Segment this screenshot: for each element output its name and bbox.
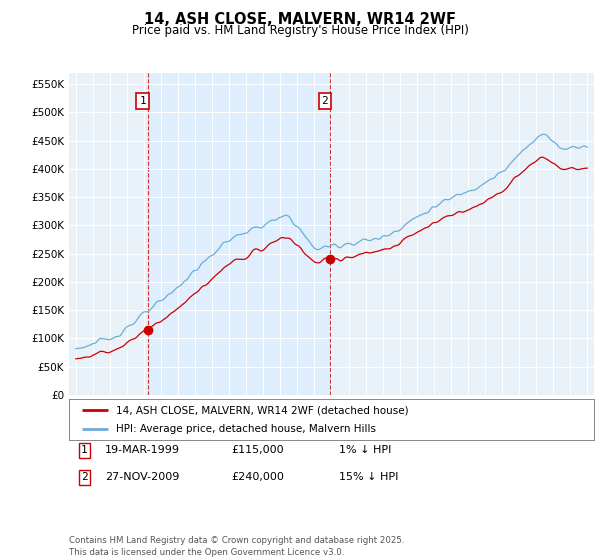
Text: Price paid vs. HM Land Registry's House Price Index (HPI): Price paid vs. HM Land Registry's House … <box>131 24 469 36</box>
Text: 1: 1 <box>139 96 146 106</box>
Text: 1% ↓ HPI: 1% ↓ HPI <box>339 445 391 455</box>
Text: 14, ASH CLOSE, MALVERN, WR14 2WF: 14, ASH CLOSE, MALVERN, WR14 2WF <box>144 12 456 27</box>
Text: 2: 2 <box>81 472 88 482</box>
Text: HPI: Average price, detached house, Malvern Hills: HPI: Average price, detached house, Malv… <box>116 424 376 433</box>
Text: £115,000: £115,000 <box>231 445 284 455</box>
Text: Contains HM Land Registry data © Crown copyright and database right 2025.
This d: Contains HM Land Registry data © Crown c… <box>69 536 404 557</box>
Text: £240,000: £240,000 <box>231 472 284 482</box>
Text: 27-NOV-2009: 27-NOV-2009 <box>105 472 179 482</box>
Text: 1: 1 <box>81 445 88 455</box>
Text: 14, ASH CLOSE, MALVERN, WR14 2WF (detached house): 14, ASH CLOSE, MALVERN, WR14 2WF (detach… <box>116 405 409 415</box>
Text: 2: 2 <box>322 96 328 106</box>
Text: 19-MAR-1999: 19-MAR-1999 <box>105 445 180 455</box>
Bar <box>148 73 330 395</box>
Text: 15% ↓ HPI: 15% ↓ HPI <box>339 472 398 482</box>
